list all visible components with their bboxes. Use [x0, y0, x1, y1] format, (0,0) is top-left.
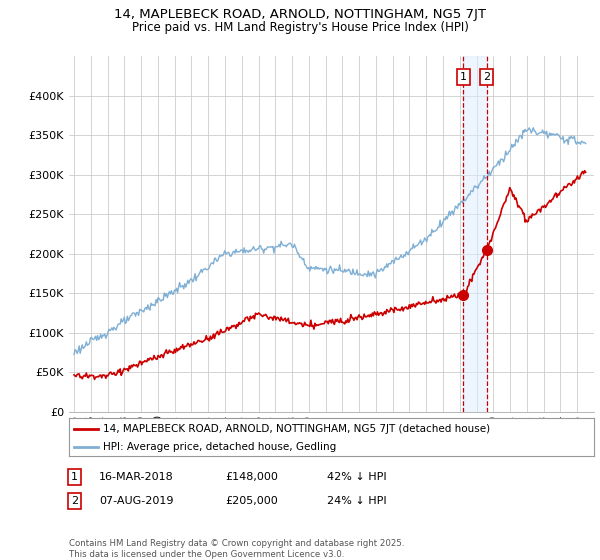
Text: Price paid vs. HM Land Registry's House Price Index (HPI): Price paid vs. HM Land Registry's House … [131, 21, 469, 34]
Text: 1: 1 [460, 72, 467, 82]
Text: 14, MAPLEBECK ROAD, ARNOLD, NOTTINGHAM, NG5 7JT (detached house): 14, MAPLEBECK ROAD, ARNOLD, NOTTINGHAM, … [103, 423, 490, 433]
Text: HPI: Average price, detached house, Gedling: HPI: Average price, detached house, Gedl… [103, 442, 337, 452]
Text: 2: 2 [71, 496, 78, 506]
Text: £148,000: £148,000 [225, 472, 278, 482]
Text: 2: 2 [483, 72, 490, 82]
Text: 42% ↓ HPI: 42% ↓ HPI [327, 472, 386, 482]
Bar [463, 56, 487, 412]
Text: 16-MAR-2018: 16-MAR-2018 [99, 472, 174, 482]
Text: 24% ↓ HPI: 24% ↓ HPI [327, 496, 386, 506]
Text: 1: 1 [71, 472, 78, 482]
Text: 14, MAPLEBECK ROAD, ARNOLD, NOTTINGHAM, NG5 7JT: 14, MAPLEBECK ROAD, ARNOLD, NOTTINGHAM, … [114, 8, 486, 21]
Text: £205,000: £205,000 [225, 496, 278, 506]
Text: Contains HM Land Registry data © Crown copyright and database right 2025.
This d: Contains HM Land Registry data © Crown c… [69, 539, 404, 559]
Text: 07-AUG-2019: 07-AUG-2019 [99, 496, 173, 506]
